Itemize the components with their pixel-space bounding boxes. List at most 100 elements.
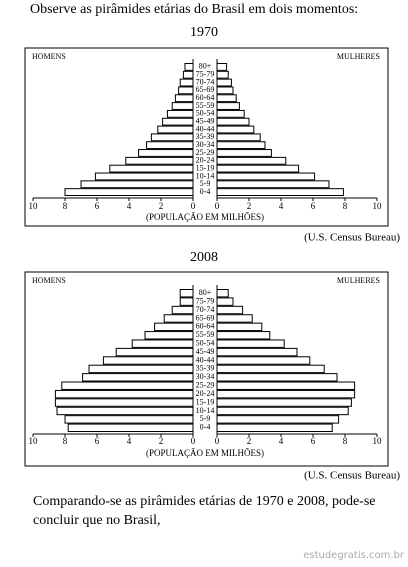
bar <box>216 94 237 103</box>
bar <box>216 63 228 71</box>
age-label: 80+ <box>199 288 212 297</box>
age-label: 50-54 <box>196 339 215 348</box>
bar <box>216 102 240 110</box>
x-tick-label: 0 <box>191 201 196 211</box>
bar <box>184 63 194 71</box>
bar <box>216 331 271 340</box>
age-label: 5-9 <box>200 414 211 423</box>
header-text: Observe as pirâmides etárias do Brasil e… <box>30 2 359 17</box>
axis-label: (POPULAÇÃO EM MILHÕES) <box>146 448 264 458</box>
age-label: 15-19 <box>196 163 215 172</box>
age-label: 35-39 <box>196 364 215 373</box>
bar <box>179 289 194 298</box>
bar <box>216 356 311 365</box>
bar <box>182 70 194 79</box>
bar <box>94 172 194 181</box>
bar <box>216 86 234 95</box>
bar <box>178 86 194 95</box>
age-label: 70-74 <box>196 305 215 314</box>
bar <box>216 339 285 348</box>
age-label: 10-14 <box>196 171 215 180</box>
legend-label: HOMENS <box>32 52 66 61</box>
bar <box>64 188 194 196</box>
chart-frame <box>24 271 389 467</box>
x-tick-label: 10 <box>29 201 39 211</box>
bar <box>138 149 194 157</box>
bar <box>216 322 263 332</box>
bar <box>154 322 194 332</box>
bar <box>216 149 272 157</box>
bar <box>146 141 194 150</box>
age-label: 70-74 <box>196 77 215 86</box>
x-tick-label: 10 <box>373 436 383 446</box>
bar <box>216 164 300 173</box>
x-tick-label: 10 <box>29 436 39 446</box>
bar <box>216 289 229 298</box>
bar <box>216 78 232 87</box>
bar <box>216 172 316 181</box>
x-tick-label: 4 <box>279 436 284 446</box>
age-label: 65-69 <box>196 85 215 94</box>
bar <box>162 117 194 126</box>
bar <box>171 102 194 110</box>
bar <box>216 406 349 416</box>
bar <box>163 314 194 323</box>
bar <box>64 415 194 424</box>
bar <box>56 406 194 416</box>
bar <box>216 347 298 357</box>
bar <box>216 423 333 432</box>
bar <box>125 156 194 165</box>
bar <box>61 381 194 390</box>
x-tick-label: 0 <box>191 436 196 446</box>
bar <box>144 331 194 340</box>
age-label: 40-44 <box>196 355 215 364</box>
age-label: 15-19 <box>196 397 215 406</box>
age-label: 10-14 <box>196 406 215 415</box>
bar <box>216 389 356 399</box>
bar <box>54 389 194 399</box>
bar <box>216 381 356 390</box>
age-label: 60-64 <box>196 322 215 331</box>
bar <box>131 339 194 348</box>
x-tick-label: 0 <box>215 436 220 446</box>
age-label: 20-24 <box>196 389 215 398</box>
watermark: estudegratis.com.br <box>303 550 404 561</box>
age-label: 80+ <box>199 62 212 71</box>
age-label: 5-9 <box>200 179 211 188</box>
chart-frame <box>24 47 389 227</box>
age-label: 45-49 <box>196 347 215 356</box>
x-tick-label: 6 <box>95 436 100 446</box>
axis-label: (POPULAÇÃO EM MILHÕES) <box>146 212 264 222</box>
x-tick-label: 4 <box>127 436 132 446</box>
x-tick-label: 0 <box>215 201 220 211</box>
age-label: 20-24 <box>196 156 215 165</box>
bar <box>216 305 244 315</box>
bar <box>216 109 245 118</box>
source: (U.S. Census Bureau) <box>304 470 400 482</box>
bar <box>216 180 330 189</box>
age-label: 35-39 <box>196 132 215 141</box>
x-tick-label: 2 <box>159 201 164 211</box>
bar <box>171 305 194 315</box>
age-label: 0-4 <box>200 423 211 432</box>
bar <box>216 156 287 165</box>
bar <box>102 356 194 365</box>
age-label: 30-34 <box>196 140 215 149</box>
x-tick-label: 8 <box>343 436 348 446</box>
bar <box>216 117 250 126</box>
x-tick-label: 2 <box>159 436 164 446</box>
bar <box>216 188 344 196</box>
age-label: 25-29 <box>196 148 215 157</box>
bar <box>54 398 194 407</box>
footer-text: Comparando-se as pirâmides etárias de 19… <box>33 494 376 528</box>
chart-title: 1970 <box>190 25 218 40</box>
legend-label: HOMENS <box>32 276 66 285</box>
x-tick-label: 8 <box>63 201 68 211</box>
age-label: 55-59 <box>196 330 215 339</box>
legend-label: MULHERES <box>337 52 380 61</box>
bar <box>216 415 340 424</box>
age-label: 55-59 <box>196 101 215 110</box>
age-label: 30-34 <box>196 372 215 381</box>
